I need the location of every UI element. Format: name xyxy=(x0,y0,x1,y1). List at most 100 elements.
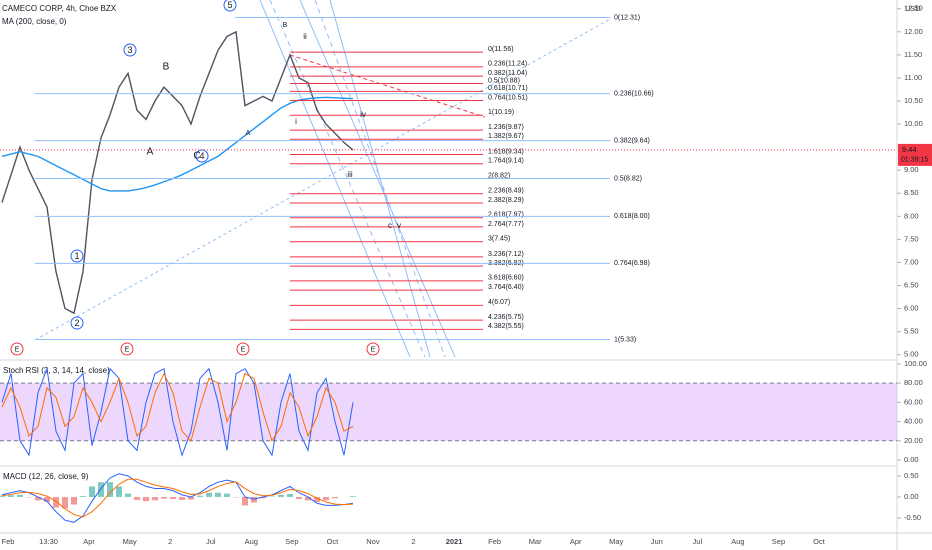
histogram-bar xyxy=(224,493,230,497)
x-tick-label: 13:30 xyxy=(39,537,58,546)
y-tick-label: 6.00 xyxy=(904,304,919,313)
x-tick-label: May xyxy=(609,537,623,546)
symbol-title: CAMECO CORP, 4h, Choe BZX xyxy=(2,4,117,13)
y-tick-label: 8.50 xyxy=(904,188,919,197)
fib-label: 1(10.19) xyxy=(488,109,514,116)
y-tick-label: 80.00 xyxy=(904,378,923,387)
x-tick-label: Nov xyxy=(366,537,380,546)
histogram-bar xyxy=(89,486,95,497)
x-tick-label: Jun xyxy=(651,537,663,546)
histogram-bar xyxy=(0,496,5,497)
y-tick-label: 8.00 xyxy=(904,211,919,220)
wave-circle xyxy=(223,0,237,12)
histogram-bar xyxy=(44,496,50,503)
last-price: 9.44 xyxy=(902,145,917,154)
x-tick-label: Mar xyxy=(529,537,542,546)
fib-label: 0.764(10.51) xyxy=(488,94,528,101)
x-tick-label: Oct xyxy=(327,537,340,546)
x-tick-label: Feb xyxy=(488,537,501,546)
wave-label: i xyxy=(295,117,297,126)
histogram-bar xyxy=(305,496,311,501)
band xyxy=(0,383,897,441)
y-tick-label: 40.00 xyxy=(904,417,923,426)
fib-label: 3.618(6.60) xyxy=(488,275,524,282)
histogram-bar xyxy=(53,496,59,508)
fib-label: 4.236(5.75) xyxy=(488,314,524,321)
histogram-bar xyxy=(260,496,266,499)
histogram-bar xyxy=(152,496,158,501)
fib-label: 3(7.45) xyxy=(488,236,510,243)
event-label: E xyxy=(15,346,20,353)
wave-label: iii xyxy=(347,170,353,179)
y-tick-label: 0.00 xyxy=(904,492,919,501)
series-line xyxy=(1,372,354,442)
wave-label: v xyxy=(397,221,401,230)
y-tick-label: 11.00 xyxy=(904,73,922,82)
histogram-bar xyxy=(314,496,320,503)
histogram-bar xyxy=(188,496,194,500)
y-tick-label: 12.00 xyxy=(904,27,923,36)
histogram-bar xyxy=(332,496,338,499)
histogram-bar xyxy=(242,496,248,506)
fib-label: 2.236(8.49) xyxy=(488,188,524,195)
histogram-bar xyxy=(296,496,302,500)
fib-label: 2(8.82) xyxy=(488,172,510,179)
wave-label: iv xyxy=(360,110,366,119)
histogram-bar xyxy=(350,496,356,497)
fib-label: 1.764(9.14) xyxy=(488,158,524,165)
y-tick-label: 10.00 xyxy=(904,119,923,128)
indicator-label: Stoch RSI (3, 3, 14, 14, close) xyxy=(3,366,110,375)
fib-label: 4.382(5.55) xyxy=(488,323,524,330)
wave-label: A xyxy=(246,130,251,137)
fib-label: 1(5.33) xyxy=(614,336,636,343)
x-tick-label: 2 xyxy=(168,537,172,546)
x-tick-label: Apr xyxy=(570,537,582,546)
wave-label: 5 xyxy=(227,0,232,10)
histogram-bar xyxy=(251,496,257,503)
x-tick-label: Sep xyxy=(772,537,785,546)
y-tick-label: 6.50 xyxy=(904,280,919,289)
x-tick-label: 2 xyxy=(411,537,415,546)
histogram-bar xyxy=(35,496,41,501)
y-tick-label: 5.00 xyxy=(904,350,919,359)
x-tick-label: Sep xyxy=(285,537,298,546)
x-tick-label: Oct xyxy=(813,537,826,546)
countdown: 01:39:15 xyxy=(901,157,928,164)
series-line xyxy=(1,96,354,192)
series-line xyxy=(1,478,354,518)
y-tick-label: -0.50 xyxy=(904,513,921,522)
wave-label: B xyxy=(163,62,170,73)
wave-circle xyxy=(70,249,84,263)
fib-label: 0.764(6.98) xyxy=(614,260,650,267)
histogram-bar xyxy=(161,496,167,499)
histogram-bar xyxy=(206,492,212,497)
fib-label: 1.382(9.67) xyxy=(488,133,524,140)
histogram-bar xyxy=(125,493,131,497)
y-tick-label: 9.00 xyxy=(904,165,919,174)
histogram-bar xyxy=(71,496,77,505)
fib-label: 1.618(9.34) xyxy=(488,148,524,155)
event-label: E xyxy=(241,346,246,353)
fib-label: 0.5(10.88) xyxy=(488,77,520,84)
event-label: E xyxy=(371,346,376,353)
histogram-bar xyxy=(287,494,293,497)
fib-label: 0.618(10.71) xyxy=(488,85,528,92)
wave-label: A xyxy=(147,147,154,158)
fib-label: 0.382(11.04) xyxy=(488,70,527,77)
histogram-bar xyxy=(80,496,86,497)
y-tick-label: 20.00 xyxy=(904,436,923,445)
indicator-label: MA (200, close, 0) xyxy=(2,17,67,26)
y-tick-label: 5.50 xyxy=(904,327,919,336)
wave-label: 2 xyxy=(74,318,79,328)
histogram-bar xyxy=(278,494,284,497)
fib-label: 0.236(10.66) xyxy=(614,90,654,97)
y-tick-label: 11.50 xyxy=(904,50,922,59)
x-tick-label: Aug xyxy=(731,537,744,546)
histogram-bar xyxy=(179,496,185,500)
wave-label: c xyxy=(388,221,392,230)
series-line xyxy=(1,30,354,315)
series-line xyxy=(1,367,354,457)
channel-line xyxy=(269,0,426,358)
indicator-label: MACD (12, 26, close, 9) xyxy=(3,472,89,481)
